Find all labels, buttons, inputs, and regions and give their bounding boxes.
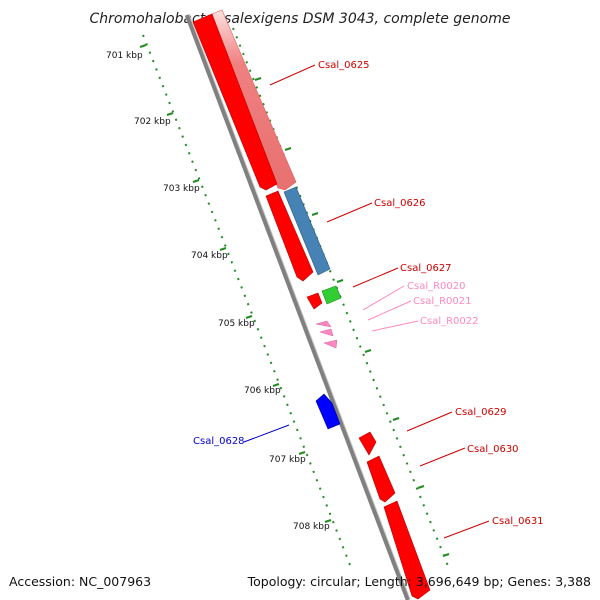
track-tick xyxy=(254,77,262,81)
gene-label-csal-0628[interactable]: Csal_0628 xyxy=(193,436,245,447)
track-tick xyxy=(392,417,400,421)
gene-label-csal-r0022[interactable]: Csal_R0022 xyxy=(420,316,479,327)
gene-csal-0626-other[interactable] xyxy=(283,186,331,276)
kbp-label: 706 kbp xyxy=(244,386,281,396)
gene-csal-0625[interactable] xyxy=(192,13,278,191)
track-tick xyxy=(284,147,292,151)
ruler-tick xyxy=(192,179,200,183)
ruler-tick xyxy=(324,519,332,523)
ruler-tick xyxy=(245,315,253,319)
map-title: Chromohalobacter salexigens DSM 3043, co… xyxy=(90,11,511,27)
gene-csal-0627-rrna[interactable] xyxy=(321,285,342,305)
gene-label-csal-0630[interactable]: Csal_0630 xyxy=(467,444,519,455)
genome-backbone xyxy=(184,14,411,600)
kbp-label: 704 kbp xyxy=(191,251,228,261)
gene-csal-0626[interactable] xyxy=(265,190,314,282)
track-tick xyxy=(417,485,425,489)
gene-label-csal-0625[interactable]: Csal_0625 xyxy=(318,60,370,71)
gene-csal-0630[interactable] xyxy=(366,455,396,503)
gene-csal-r0022[interactable] xyxy=(323,339,338,349)
scale-ruler xyxy=(139,34,351,566)
gene-label-csal-r0020[interactable]: Csal_R0020 xyxy=(407,281,466,292)
gene-csal-r0020[interactable] xyxy=(315,320,332,328)
gene-csal-0628[interactable] xyxy=(315,393,341,430)
gene-label-csal-r0021[interactable]: Csal_R0021 xyxy=(413,296,472,307)
kbp-label: 701 kbp xyxy=(106,51,143,61)
ruler-tick xyxy=(166,112,174,116)
gene-csal-0631[interactable] xyxy=(383,500,431,600)
kbp-label: 702 kbp xyxy=(134,117,171,127)
kbp-label: 707 kbp xyxy=(269,455,306,465)
gene-csal-r0021[interactable] xyxy=(319,328,334,337)
kbp-label: 703 kbp xyxy=(163,184,200,194)
gene-label-csal-0629[interactable]: Csal_0629 xyxy=(455,407,507,418)
topology-text: Topology: circular; Length: 3,696,649 bp… xyxy=(247,574,591,589)
gene-csal-0629[interactable] xyxy=(358,431,377,456)
accession-text: Accession: NC_007963 xyxy=(9,574,151,589)
gene-label-csal-0631[interactable]: Csal_0631 xyxy=(492,516,544,527)
track-tick xyxy=(311,212,319,216)
track-tick xyxy=(364,349,372,353)
ruler-tick xyxy=(272,383,280,387)
track-tick xyxy=(336,279,344,283)
ruler-tick xyxy=(298,451,306,455)
kbp-label: 705 kbp xyxy=(218,319,255,329)
gene-label-csal-0626[interactable]: Csal_0626 xyxy=(374,198,426,209)
ruler-tick xyxy=(219,247,227,251)
ruler-tick xyxy=(139,44,147,48)
gene-label-csal-0627[interactable]: Csal_0627 xyxy=(400,263,452,274)
features xyxy=(192,9,431,600)
kbp-label: 708 kbp xyxy=(293,522,330,532)
gene-csal-0627[interactable] xyxy=(306,292,323,310)
track-tick xyxy=(442,553,450,557)
label-leaders xyxy=(243,64,490,539)
